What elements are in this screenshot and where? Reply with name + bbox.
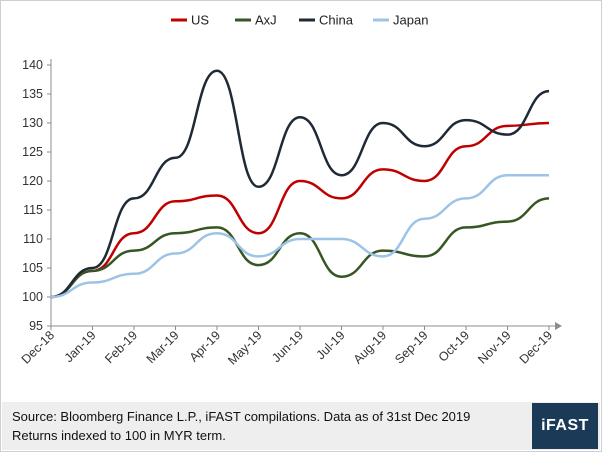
series-line-axj (50, 197, 550, 299)
y-tick-label: 130 (22, 116, 43, 130)
source-note: Source: Bloomberg Finance L.P., iFAST co… (12, 409, 471, 424)
x-tick-label: Oct-19 (436, 328, 472, 364)
x-tick-label: Feb-19 (102, 328, 140, 366)
y-tick-label: 135 (22, 87, 43, 101)
y-tick-label: 120 (22, 174, 43, 188)
y-tick-label: 100 (22, 290, 43, 304)
series-line-japan (50, 173, 549, 299)
y-tick-label: 125 (22, 145, 43, 159)
chart-legend: US AxJ China Japan (171, 13, 428, 28)
plot-lines (50, 69, 550, 299)
x-tick-label: Jul-19 (314, 328, 348, 362)
x-axis: Dec-18 Jan-19 Feb-19 Mar-19 Apr-19 May-19 Jun-… (19, 322, 562, 368)
legend-label-us: US (191, 13, 209, 28)
x-tick-label: Sep-19 (392, 328, 430, 366)
x-tick-label: May-19 (225, 328, 264, 367)
legend-label-axj: AxJ (255, 13, 277, 28)
y-tick-label: 105 (22, 261, 43, 275)
y-tick-label: 115 (23, 203, 43, 217)
x-tick-label: Dec-18 (19, 328, 57, 366)
legend-label-japan: Japan (393, 13, 428, 28)
legend-label-china: China (319, 13, 354, 28)
series-line-china (50, 69, 550, 299)
x-tick-label: Aug-19 (351, 328, 389, 366)
y-axis: 95 100 105 110 115 120 125 130 135 140 (22, 58, 52, 333)
chart-footer: Source: Bloomberg Finance L.P., iFAST co… (2, 402, 600, 450)
x-tick-label: Apr-19 (187, 328, 223, 364)
y-tick-label: 95 (29, 319, 43, 333)
x-tick-label: Jan-19 (62, 328, 99, 365)
x-tick-label: Mar-19 (144, 328, 182, 366)
y-tick-label: 110 (23, 232, 43, 246)
line-chart: US AxJ China Japan 95 100 105 110 115 120 125 130 1… (19, 13, 562, 368)
x-axis-arrow (555, 322, 562, 330)
y-tick-label: 140 (22, 58, 43, 72)
ifast-logo: iFAST (532, 403, 598, 449)
x-tick-label: Dec-19 (517, 328, 555, 366)
series-line-us (50, 121, 550, 299)
x-tick-label: Jun-19 (269, 328, 306, 365)
returns-note: Returns indexed to 100 in MYR term. (12, 428, 226, 443)
x-tick-label: Nov-19 (475, 328, 513, 366)
